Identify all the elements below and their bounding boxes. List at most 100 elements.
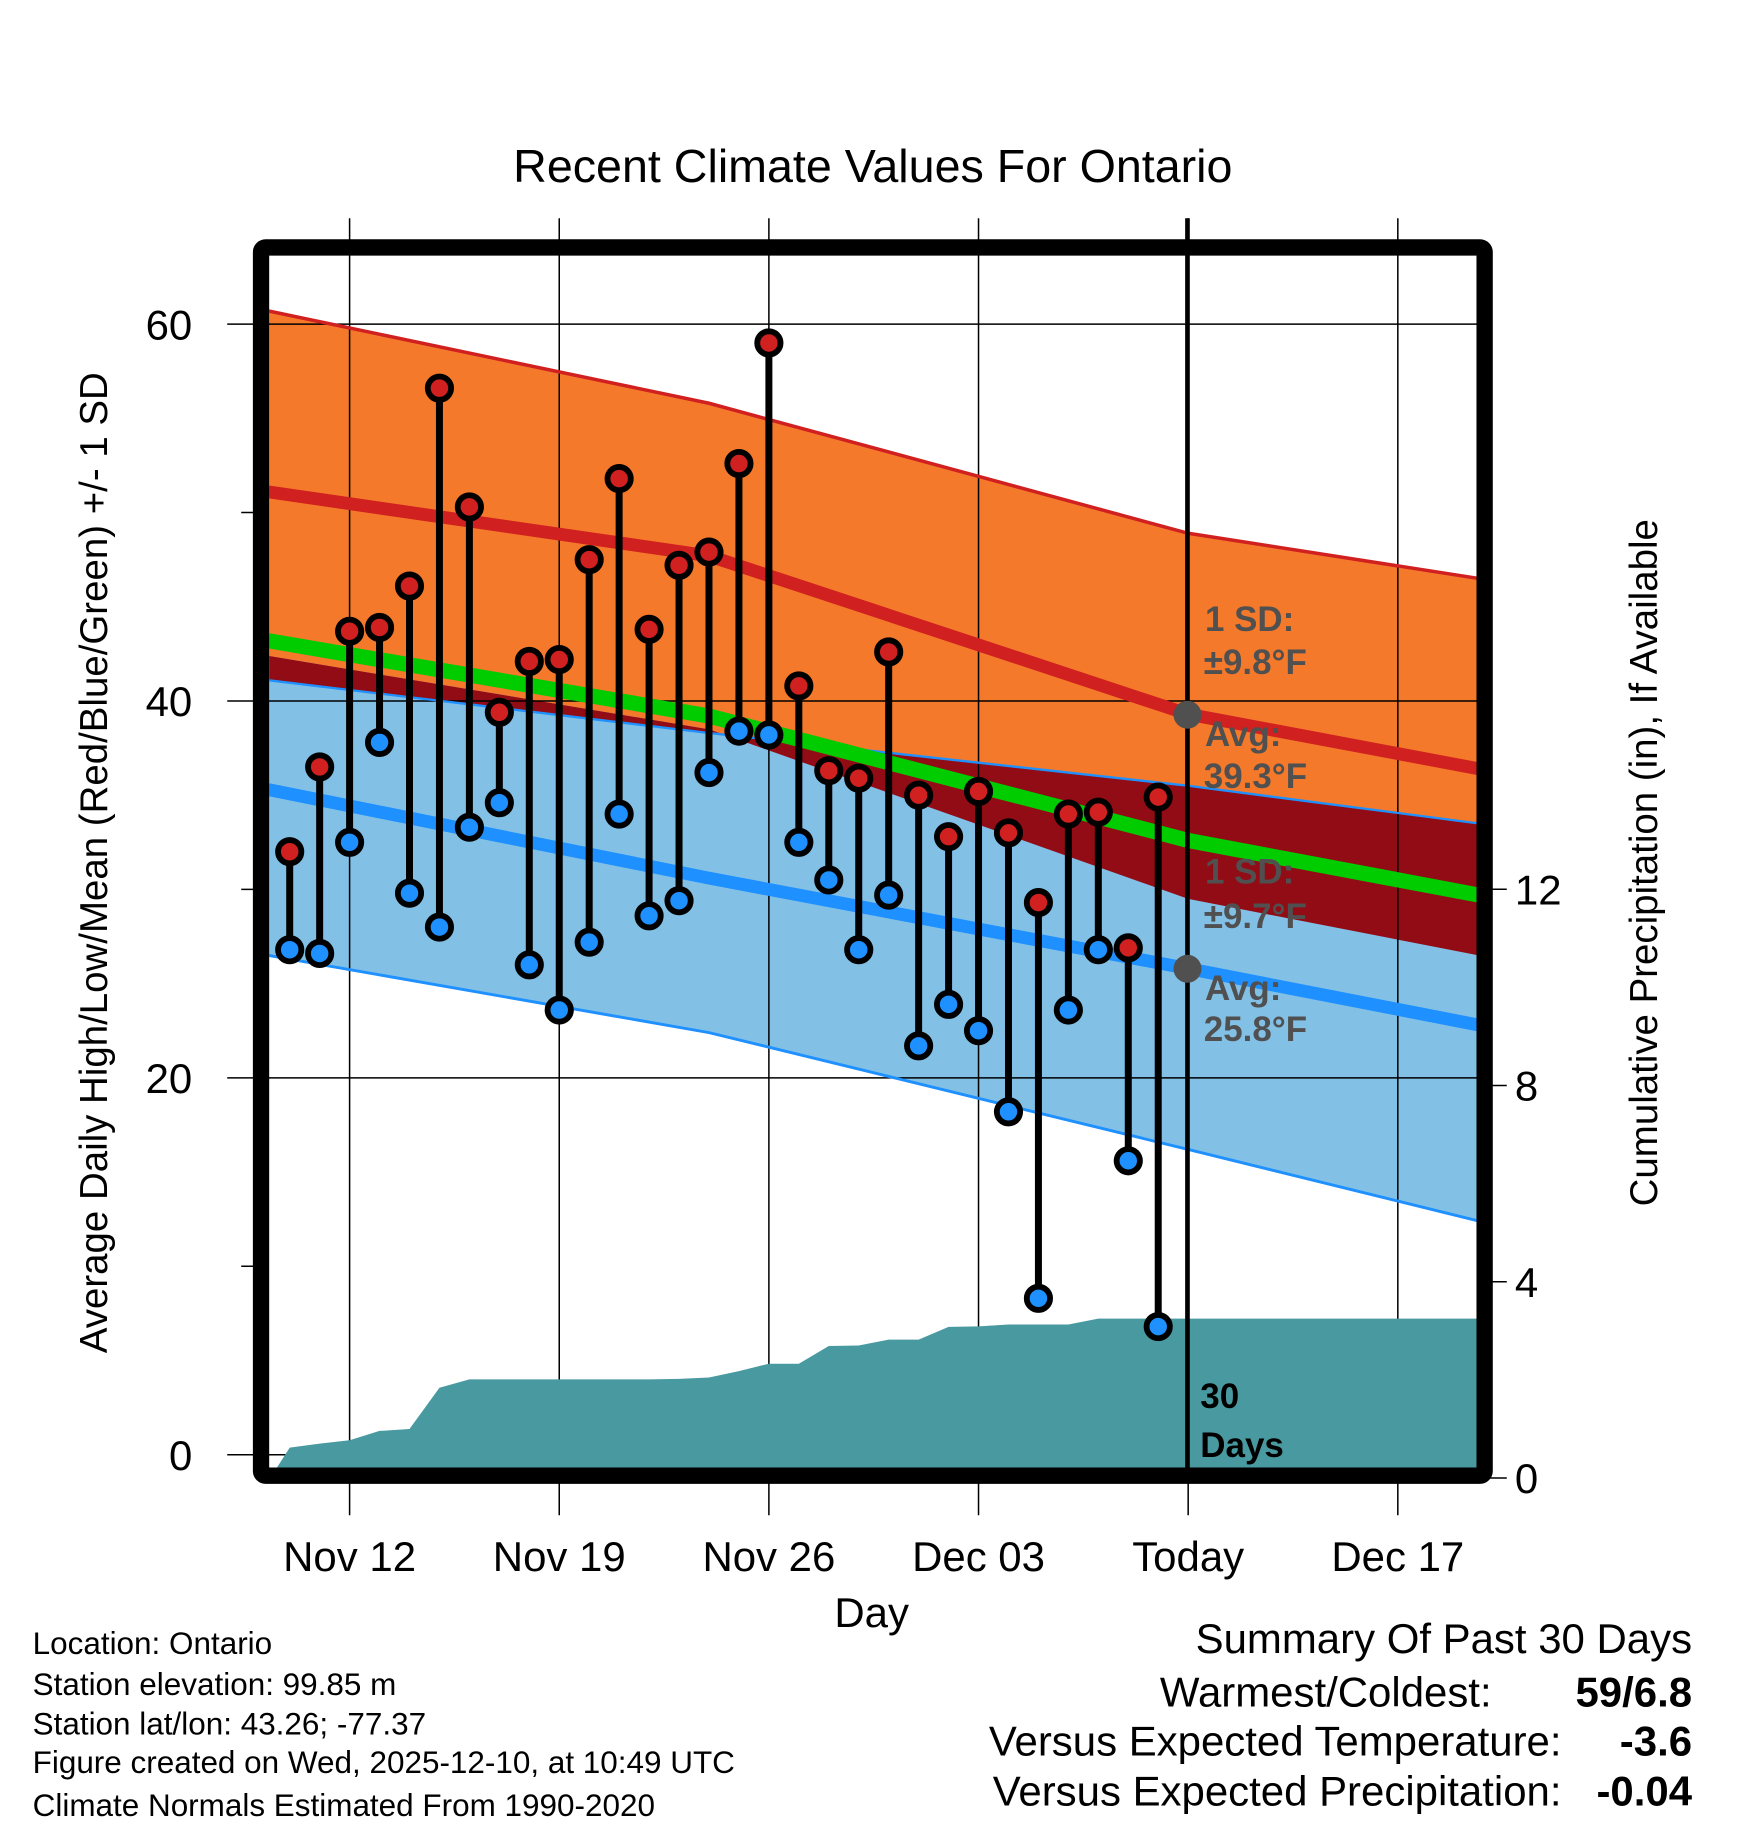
low-point bbox=[424, 912, 455, 942]
high-sd-value: ±9.8°F bbox=[1204, 643, 1307, 682]
high-point bbox=[784, 671, 814, 701]
high-upper-sd-line bbox=[269, 309, 1478, 581]
y2-tick-label: 12 bbox=[1515, 866, 1562, 913]
low-avg-value: 25.8°F bbox=[1204, 1010, 1307, 1049]
x-tick-label: Nov 26 bbox=[702, 1533, 835, 1580]
low-point bbox=[754, 720, 784, 750]
low-point bbox=[574, 927, 604, 957]
y2-tick-label: 4 bbox=[1515, 1259, 1538, 1306]
y-tick-label: 0 bbox=[169, 1432, 192, 1479]
summary-precip-label: Versus Expected Precipitation: bbox=[993, 1767, 1562, 1814]
low-point bbox=[1023, 1283, 1053, 1313]
x-tick-label: Nov 12 bbox=[283, 1533, 416, 1580]
footer-location: Location: Ontario bbox=[33, 1626, 273, 1661]
x-tick-label: Nov 19 bbox=[493, 1533, 626, 1580]
summary-warmest-label: Warmest/Coldest: bbox=[1160, 1668, 1492, 1715]
footer-normals: Climate Normals Estimated From 1990-2020 bbox=[33, 1788, 655, 1823]
high-avg-value: 39.3°F bbox=[1204, 757, 1307, 796]
summary-precip-value: -0.04 bbox=[1596, 1767, 1692, 1814]
y-axis-label: Average Daily High/Low/Mean (Red/Blue/Gr… bbox=[73, 372, 116, 1353]
low-point bbox=[484, 788, 514, 818]
y-tick-label: 60 bbox=[146, 301, 193, 348]
high-point bbox=[1143, 782, 1173, 812]
low-point bbox=[1113, 1146, 1143, 1176]
mean-line bbox=[269, 633, 1478, 903]
low-point bbox=[305, 938, 335, 969]
low-point bbox=[335, 827, 365, 857]
overlap-band bbox=[269, 655, 1478, 956]
window-days-count: 30 bbox=[1200, 1377, 1239, 1416]
low-sd-value: ±9.7°F bbox=[1204, 897, 1307, 936]
low-point bbox=[275, 935, 305, 965]
high-point bbox=[814, 756, 844, 786]
low-point bbox=[454, 812, 484, 842]
plot-frame bbox=[252, 239, 1493, 1484]
footer-latlon: Station lat/lon: 43.26; -77.37 bbox=[33, 1706, 426, 1741]
low-avg-label: Avg: bbox=[1205, 969, 1281, 1008]
window-days-label: Days bbox=[1200, 1426, 1284, 1465]
high-point bbox=[1113, 933, 1143, 963]
high-avg-line bbox=[269, 485, 1478, 776]
high-point bbox=[364, 612, 395, 643]
y2-tick-label: 8 bbox=[1515, 1063, 1538, 1110]
high-point bbox=[544, 644, 574, 675]
low-point bbox=[934, 989, 964, 1019]
summary-title: Summary Of Past 30 Days bbox=[1196, 1615, 1692, 1662]
low-point bbox=[904, 1031, 934, 1061]
high-point bbox=[335, 616, 365, 646]
high-point bbox=[604, 464, 634, 494]
daily-marks bbox=[275, 328, 1173, 1342]
low-point bbox=[634, 901, 664, 931]
high-point bbox=[874, 637, 904, 667]
low-point bbox=[844, 935, 874, 965]
footer-created: Figure created on Wed, 2025-12-10, at 10… bbox=[33, 1745, 735, 1780]
precip-fill bbox=[276, 1318, 1478, 1469]
high-point bbox=[1053, 799, 1083, 829]
high-point bbox=[963, 776, 994, 806]
low-point bbox=[514, 950, 544, 980]
high-point bbox=[484, 697, 514, 727]
high-point bbox=[664, 550, 694, 580]
high-point bbox=[1083, 797, 1113, 827]
x-tick-label: Dec 03 bbox=[912, 1533, 1045, 1580]
high-avg-label: Avg: bbox=[1205, 715, 1281, 754]
low-point bbox=[694, 758, 724, 788]
chart-title: Recent Climate Values For Ontario bbox=[513, 140, 1232, 192]
y-tick-label: 20 bbox=[146, 1055, 193, 1102]
high-point bbox=[934, 822, 964, 852]
high-point bbox=[904, 780, 934, 810]
x-tick-label: Today bbox=[1132, 1533, 1244, 1580]
low-point bbox=[1083, 935, 1113, 965]
x-axis-label: Day bbox=[834, 1589, 909, 1636]
low-point bbox=[1053, 995, 1083, 1025]
high-point bbox=[394, 571, 425, 601]
high-point bbox=[424, 373, 455, 403]
high-sd-label: 1 SD: bbox=[1205, 600, 1294, 639]
high-point bbox=[724, 448, 754, 479]
high-point bbox=[514, 646, 544, 676]
precip-area bbox=[276, 1318, 1478, 1469]
low-point bbox=[814, 865, 844, 895]
low-avg-today-marker bbox=[1173, 954, 1202, 983]
summary-temp-value: -3.6 bbox=[1620, 1717, 1692, 1764]
low-point bbox=[874, 880, 904, 910]
low-sd-label: 1 SD: bbox=[1205, 853, 1294, 892]
y2-tick-label: 0 bbox=[1515, 1455, 1538, 1502]
high-point bbox=[844, 763, 874, 793]
summary-temp-label: Versus Expected Temperature: bbox=[989, 1717, 1562, 1764]
y-tick-label: 40 bbox=[146, 678, 193, 725]
low-point bbox=[993, 1097, 1024, 1127]
low-point bbox=[784, 827, 814, 857]
low-point bbox=[604, 799, 634, 829]
x-tick-label: Dec 17 bbox=[1331, 1533, 1464, 1580]
footer-elevation: Station elevation: 99.85 m bbox=[33, 1667, 397, 1702]
high-point bbox=[634, 614, 664, 644]
low-point bbox=[1143, 1312, 1173, 1342]
low-point bbox=[364, 727, 395, 757]
high-point bbox=[275, 837, 305, 867]
low-lower-sd-line bbox=[269, 954, 1478, 1223]
high-avg-today-marker bbox=[1173, 700, 1202, 729]
high-point bbox=[1023, 888, 1053, 918]
